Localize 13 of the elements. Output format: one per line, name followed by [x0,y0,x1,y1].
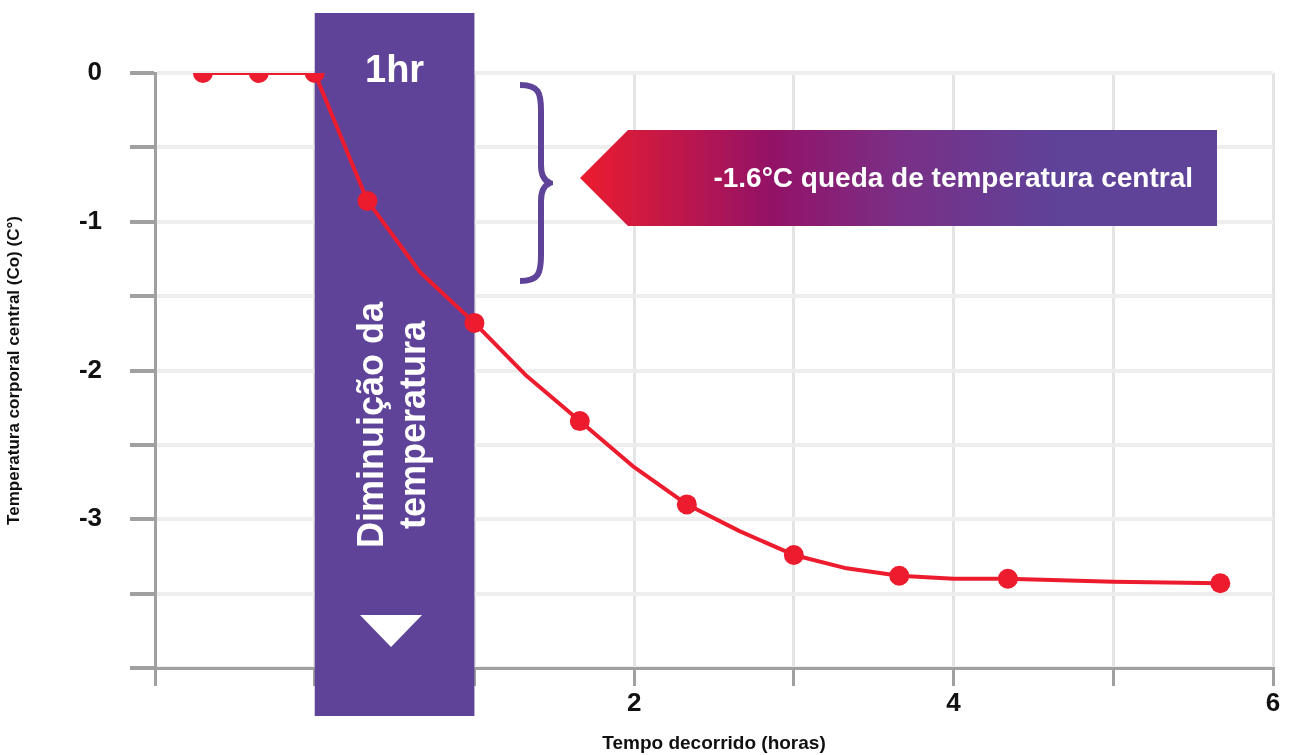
x-axis-title: Tempo decorrido (horas) [602,731,826,753]
y-tick-label: -3 [78,502,102,533]
annotation: -1.6°C queda de temperatura central [713,162,1193,194]
y-tick-label: -1 [78,204,102,235]
y-axis-title: Temperatura corporal central (Co) (C°) [3,216,23,525]
y-tick-label: -2 [78,353,102,384]
x-tick-label: 2 [626,686,642,717]
arrow-banner: -1.6°C queda de temperatura central [580,130,1217,226]
annotation: Diminuição da temperatura [350,301,434,549]
x-tick-label: 4 [946,686,962,717]
band-label: 1hr [365,48,425,91]
y-tick-label: 0 [87,56,102,87]
x-tick-label: 6 [1265,686,1281,717]
